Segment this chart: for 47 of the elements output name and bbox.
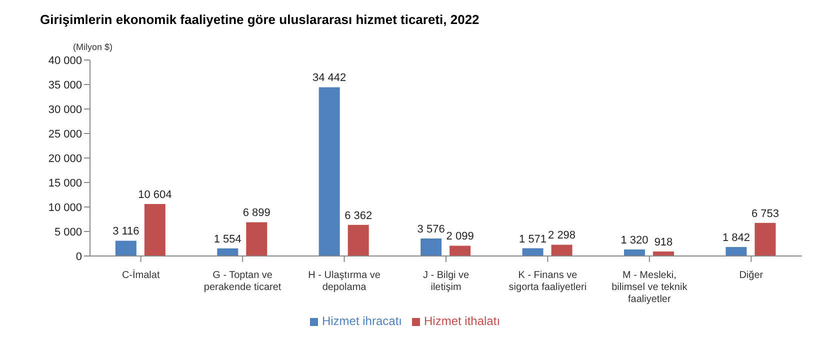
- y-tick-label: 30 000: [48, 104, 82, 116]
- y-tick-label: 20 000: [48, 152, 82, 165]
- bar: [318, 87, 340, 256]
- legend-label: Hizmet ihracatı: [322, 314, 402, 328]
- y-tick-label: 25 000: [48, 128, 82, 140]
- y-tick-label: 5 000: [54, 226, 82, 238]
- x-tick-label: Diğer: [739, 270, 764, 281]
- bar: [348, 224, 369, 256]
- bar: [726, 246, 747, 256]
- bar: [624, 250, 645, 256]
- bar: [115, 240, 136, 256]
- y-axis-title: (Milyon $): [73, 42, 113, 52]
- data-label: 918: [654, 236, 673, 248]
- y-tick-label: 40 000: [48, 54, 82, 67]
- data-label: 2 298: [548, 230, 576, 242]
- x-tick-label: C-İmalat: [122, 269, 160, 281]
- y-tick-label: 10 000: [48, 202, 82, 214]
- bar: [246, 222, 268, 256]
- chart-title: Girişimlerin ekonomik faaliyetine göre uluslararası hizmet ticareti, 2022: [40, 12, 480, 27]
- x-tick-label: G - Toptan ve perakende ticaret: [204, 270, 282, 293]
- bar: [144, 204, 166, 256]
- data-label: 6 899: [242, 207, 270, 220]
- data-label: 34 442: [312, 72, 346, 84]
- data-label: 1 320: [620, 234, 648, 247]
- data-label: 1 571: [519, 233, 547, 246]
- data-label: 6 362: [344, 210, 372, 222]
- y-tick-label: 15 000: [48, 177, 82, 190]
- data-label: 1 554: [214, 233, 242, 246]
- data-label: 3 576: [417, 223, 445, 236]
- x-tick-label: H - Ulaştırma ve depolama: [308, 270, 381, 293]
- legend-label: Hizmet ithalatı: [424, 314, 500, 328]
- x-tick-label: J - Bilgi ve iletişim: [422, 270, 470, 293]
- bar: [420, 238, 442, 256]
- y-tick-label: 35 000: [48, 79, 82, 92]
- data-label: 2 099: [446, 230, 474, 243]
- y-tick-label: 0: [76, 250, 82, 263]
- bar: [217, 248, 238, 256]
- bar: [522, 248, 544, 256]
- bar: [551, 244, 572, 256]
- data-label: 10 604: [138, 189, 172, 202]
- data-label: 3 116: [112, 226, 140, 238]
- x-tick-label: K - Finans ve sigorta faaliyetleri: [508, 270, 587, 293]
- data-label: 6 753: [751, 208, 779, 220]
- bar: [450, 246, 471, 256]
- x-tick-label: M - Mesleki, bilimsel ve teknik faaliyetler: [612, 270, 688, 305]
- data-label: 1 842: [722, 232, 750, 244]
- bar: [754, 222, 776, 256]
